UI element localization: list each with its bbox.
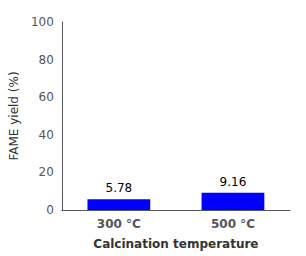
svg-text:Calcination temperature: Calcination temperature (93, 237, 258, 251)
svg-text:9.16: 9.16 (220, 175, 247, 189)
svg-text:300 °C: 300 °C (97, 217, 141, 231)
svg-text:60: 60 (39, 90, 54, 104)
svg-text:FAME yield (%): FAME yield (%) (7, 71, 21, 160)
svg-text:5.78: 5.78 (105, 181, 132, 195)
svg-text:20: 20 (39, 165, 54, 179)
svg-text:0: 0 (46, 203, 54, 217)
svg-text:500 °C: 500 °C (211, 217, 255, 231)
svg-text:40: 40 (39, 128, 54, 142)
svg-text:100: 100 (31, 15, 54, 29)
svg-text:80: 80 (39, 53, 54, 67)
